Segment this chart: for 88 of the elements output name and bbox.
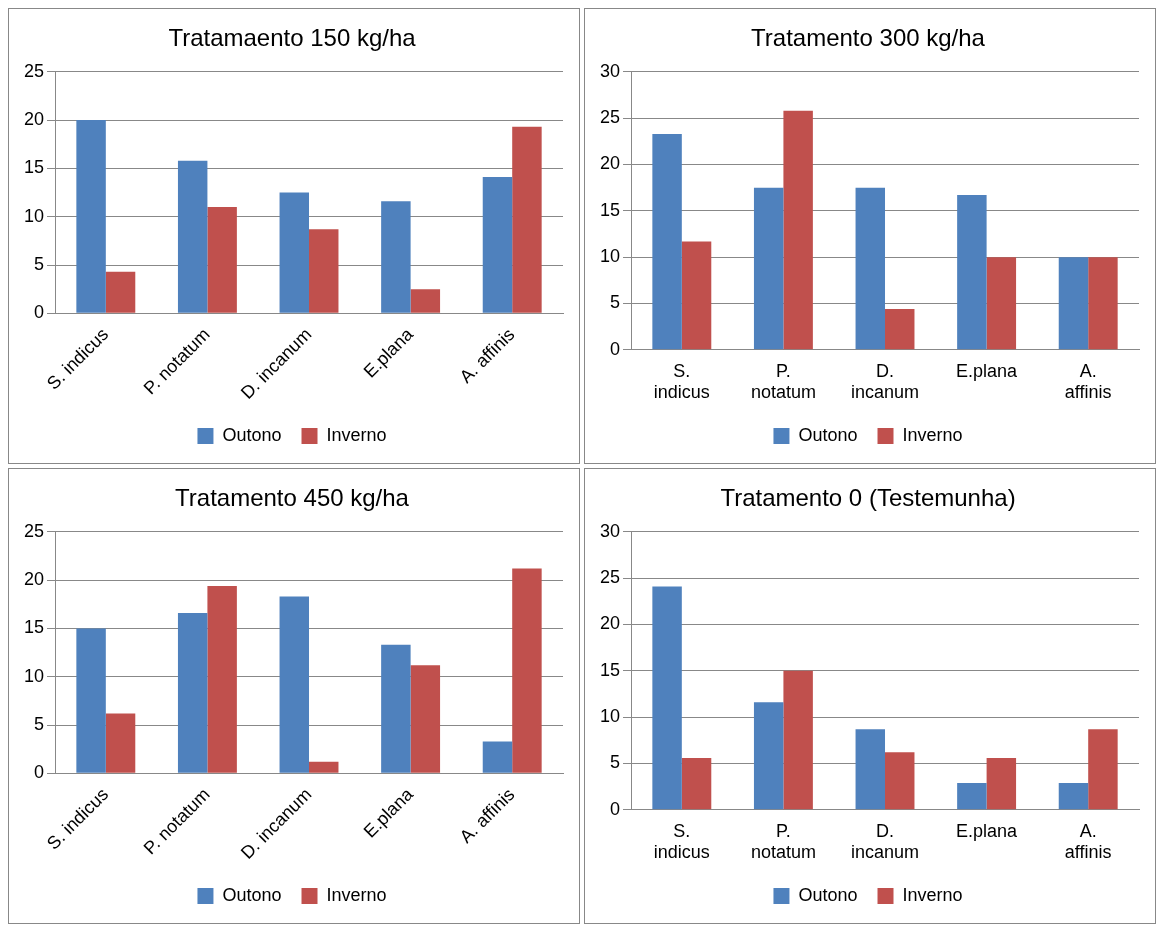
x-tick-label: A. affinis [1064,360,1112,403]
bar [207,207,237,313]
chart-title: Tratamento 450 kg/ha [175,484,410,512]
x-tick-label: D. incanum [850,820,920,863]
bar [482,177,513,313]
bar [1058,257,1089,350]
legend-label: Outono [798,424,858,445]
bar [1058,782,1089,810]
bar [309,761,339,773]
bar [753,187,784,350]
legend-label: Inverno [902,424,963,445]
bar [381,644,411,773]
y-tick-label: 25 [599,107,621,128]
y-tick-label: 15 [23,157,45,178]
bar [381,201,411,313]
bar [177,612,208,773]
y-tick-label: 5 [610,752,621,773]
bar [986,257,1017,350]
x-tick-label: E.plana [956,360,1019,381]
bar [309,229,339,313]
bar [105,713,136,773]
bar [410,289,441,313]
y-tick-label: 10 [23,205,45,226]
bar [76,628,106,773]
x-tick-label: S. indicus [653,360,710,403]
x-tick-label: E.plana [956,820,1019,841]
bar [482,741,513,773]
y-tick-label: 0 [34,762,45,783]
bar [855,187,886,350]
bar [783,670,813,810]
bar [681,757,712,810]
legend-label: Inverno [326,424,387,445]
y-tick-label: 5 [34,254,45,275]
chart-title: Tratamento 0 (Testemunha) [720,484,1016,512]
y-tick-label: 25 [23,60,45,81]
y-tick-label: 15 [599,199,621,220]
y-tick-label: 25 [599,567,621,588]
bar [783,110,813,350]
y-tick-label: 15 [23,617,45,638]
y-tick-label: 0 [34,302,45,323]
y-tick-label: 20 [599,153,621,174]
bar [410,665,441,773]
bar [885,752,915,810]
bar [652,586,682,810]
y-tick-label: 20 [23,109,45,130]
bar [753,702,784,810]
bar [177,160,208,313]
y-tick-label: 10 [599,246,621,267]
x-tick-label: P. notatum [750,360,816,403]
bar [957,782,987,810]
chart-title: Tratamento 300 kg/ha [751,24,986,52]
bar [986,757,1017,810]
bar [885,309,915,350]
bar [512,126,542,313]
x-tick-label: A. affinis [1064,820,1112,863]
y-tick-label: 5 [34,714,45,735]
y-tick-label: 30 [599,520,621,541]
y-tick-label: 10 [599,706,621,727]
bar [855,729,886,810]
x-tick-label: P. notatum [750,820,816,863]
legend-label: Inverno [326,884,387,905]
chart-title: Tratamaento 150 kg/ha [168,24,417,52]
bar [512,568,542,773]
y-tick-label: 0 [610,338,621,359]
legend-label: Inverno [902,884,963,905]
bar [1088,729,1118,810]
legend-label: Outono [222,884,282,905]
bar [105,271,136,313]
y-tick-label: 20 [599,613,621,634]
bar [279,192,310,313]
bar [279,596,310,773]
bar [76,120,106,313]
x-tick-label: S. indicus [653,820,710,863]
x-tick-label: D. incanum [850,360,920,403]
y-tick-label: 20 [23,569,45,590]
y-tick-label: 30 [599,60,621,81]
bar [1088,257,1118,350]
y-tick-label: 15 [599,659,621,680]
y-tick-label: 25 [23,520,45,541]
legend-label: Outono [798,884,858,905]
bar [957,195,987,350]
bar [681,241,712,350]
bar [207,585,237,773]
y-tick-label: 5 [610,292,621,313]
y-tick-label: 10 [23,665,45,686]
y-tick-label: 0 [610,798,621,819]
bar [652,133,682,350]
legend-label: Outono [222,424,282,445]
